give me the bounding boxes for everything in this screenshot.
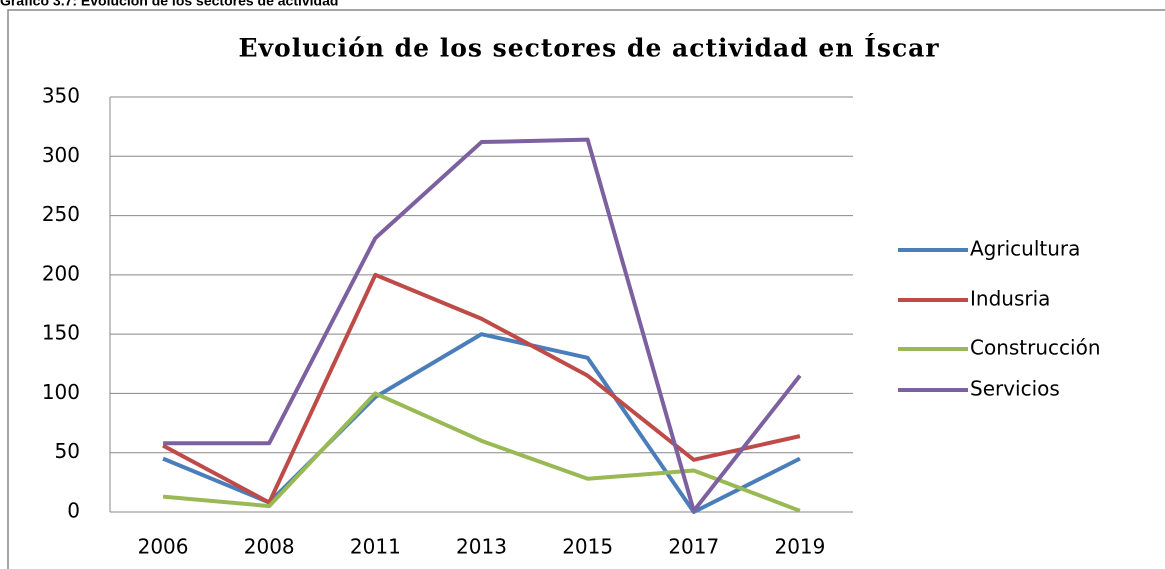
- y-tick-label: 300: [42, 143, 80, 167]
- y-tick-label: 100: [42, 380, 80, 404]
- legend-label: Servicios: [970, 377, 1060, 401]
- y-tick-label: 350: [42, 84, 80, 108]
- y-tick-label: 250: [42, 202, 80, 226]
- x-tick-label: 2006: [138, 535, 189, 559]
- series-line: [163, 137, 802, 513]
- legend-label: Construcción: [970, 336, 1101, 360]
- legend-label: Indusria: [970, 287, 1050, 311]
- y-tick-label: 0: [67, 499, 80, 523]
- caption: Gráfico 3.7: Evolución de los sectores d…: [0, 0, 338, 9]
- y-tick-label: 200: [42, 261, 80, 285]
- x-tick-label: 2008: [244, 535, 295, 559]
- y-tick-label: 150: [42, 321, 80, 345]
- x-tick-label: 2019: [774, 535, 825, 559]
- x-tick-label: 2017: [668, 535, 719, 559]
- legend-label: Agricultura: [970, 237, 1080, 261]
- series-line: [162, 391, 801, 513]
- x-tick-label: 2015: [562, 535, 613, 559]
- y-tick-label: 50: [55, 439, 80, 463]
- chart-title: Evolución de los sectores de actividad e…: [238, 34, 939, 63]
- x-tick-label: 2013: [456, 535, 507, 559]
- x-tick-label: 2011: [350, 535, 401, 559]
- series-line: [162, 272, 801, 505]
